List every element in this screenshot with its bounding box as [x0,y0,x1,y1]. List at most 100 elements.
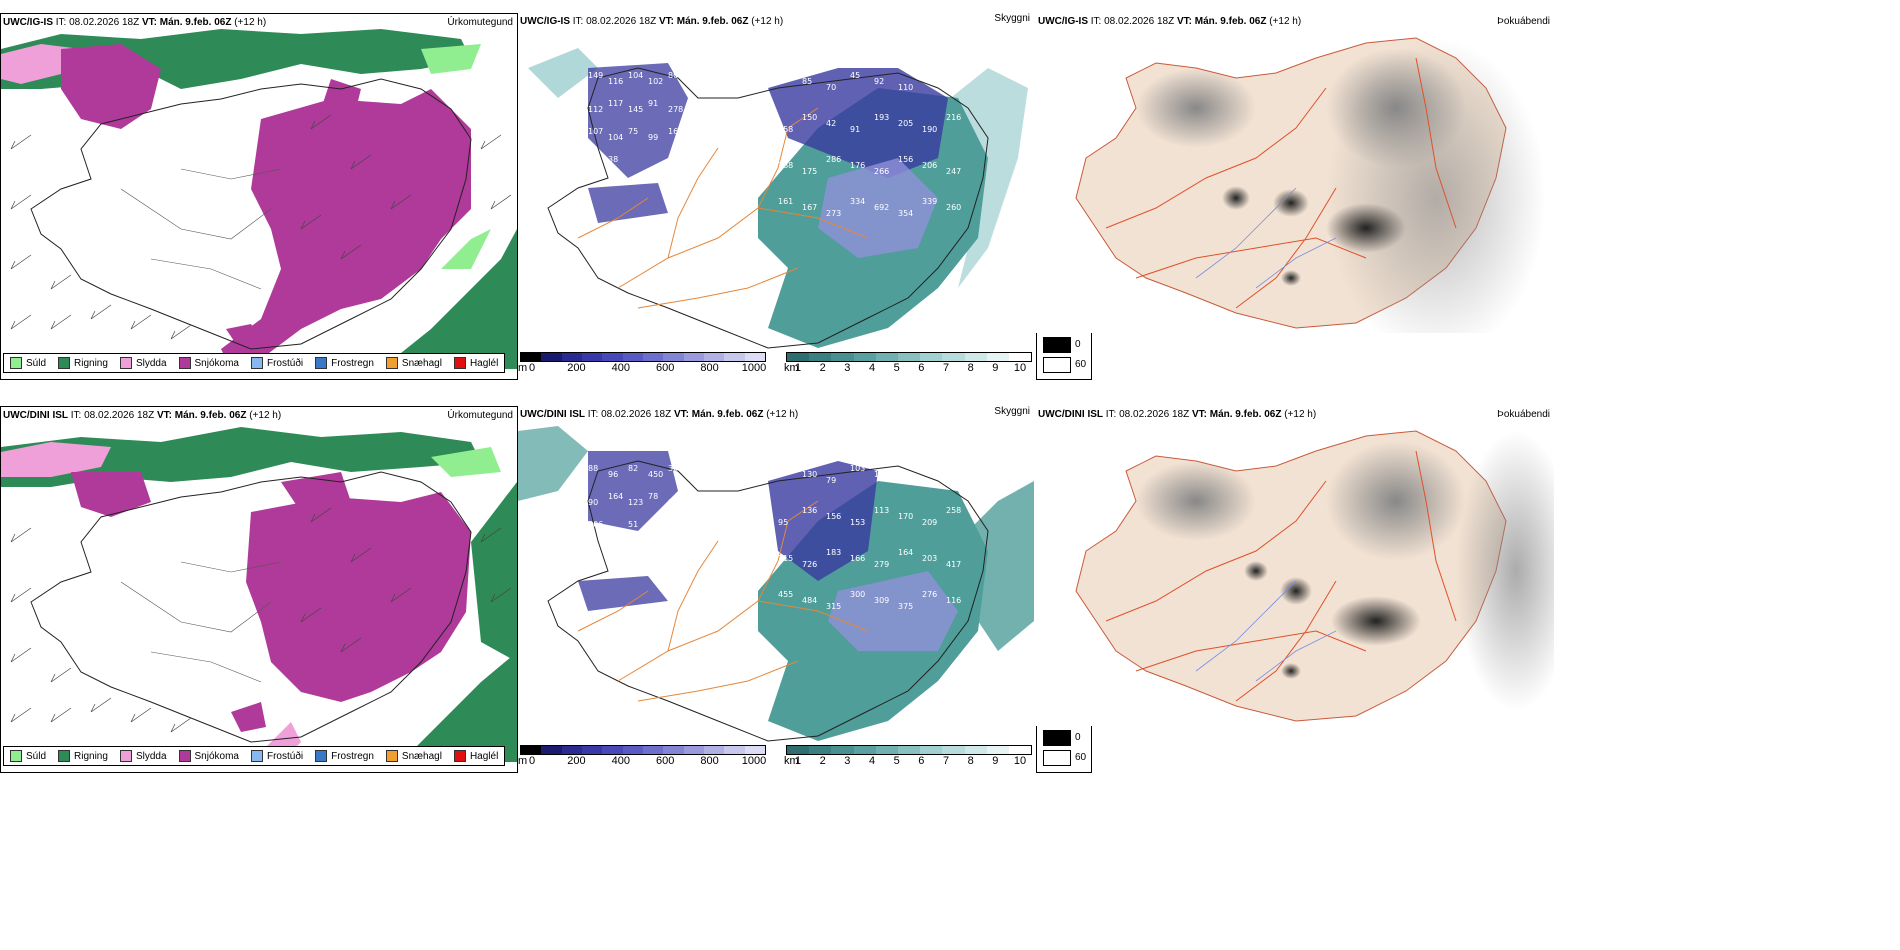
cloud-height-labels: 214 130 79 103 131 57 109 139 95 136 156 153 113 170 2… [588,464,961,611]
vis-ticks: 1 2 3 4 5 6 7 8 9 10 [786,362,1032,374]
valid-time: Mán. 9.feb. 06Z [159,17,232,28]
cloud-height-label: 131 [874,470,889,479]
legend-label: Rigning [74,750,108,762]
legend-label: Haglél [469,357,499,369]
panel-header: UWC/DINI ISL IT: 08.02.2026 18Z VT: Mán.… [1038,409,1316,420]
scale-cell [561,353,582,361]
panel-type-label: Úrkomutegund [447,17,513,28]
height-color-bar [520,745,766,755]
scale-tick-label: 2 [819,362,826,374]
cloud-height-label: 96 [608,470,618,479]
fog-legend-top: 0 60 [1036,332,1092,380]
cloud-height-label: 91 [850,125,860,134]
scale-tick-label: 7 [942,362,950,374]
cloud-height-label: 110 [898,83,913,92]
init-time: 08.02.2026 18Z [69,17,140,28]
scale-tick-label: 5 [893,755,900,767]
cloud-height-label: 450 [648,470,663,479]
lead-time: (+12 h) [1269,16,1302,27]
fog-map-bottom [1075,430,1554,722]
cloud-height-label: 190 [922,125,937,134]
cloud-height-label: 276 [922,590,937,599]
cloud-height-label: 91 [648,99,658,108]
scale-cell [581,353,603,361]
scale-cell [724,746,745,754]
init-time: 08.02.2026 18Z [1119,409,1190,420]
cloud-height-label: 158 [778,125,793,134]
cloud-height-label: 216 [946,113,961,122]
scale-tick-label: 6 [918,362,925,374]
height-unit: m [518,755,528,767]
cloud-height-label: 205 [898,119,913,128]
precip-map-bottom [1,422,517,762]
cloud-height-label: 38 [608,155,618,164]
cloud-height-label: 175 [802,167,817,176]
cloud-height-label: 102 [648,77,663,86]
scale-tick-label: 400 [611,362,630,374]
scale-tick-label: 9 [992,362,999,374]
cloud-height-label: 103 [850,464,865,473]
legend-label: Slydda [135,750,167,762]
cloud-height-label: 153 [850,518,865,527]
scale-tick-label: 3 [844,362,851,374]
cloud-height-label: 45 [850,71,860,80]
scale-cell [787,353,810,361]
scale-cell [521,746,542,754]
cloud-height-label: 215 [778,554,793,563]
legend-swatch [58,357,71,369]
cloud-height-label: 42 [648,526,658,535]
scale-tick-label: 0 [528,362,536,374]
panel-type-label: Þokuábendi [1497,16,1550,27]
vt-label: VT: [1191,409,1207,420]
scale-cell [942,746,965,754]
panel-type-label: Skyggni [994,406,1030,417]
fog-panel-top: UWC/IG-IS IT: 08.02.2026 18Z VT: Mán. 9.… [1036,13,1554,333]
scale-tick-label: 5 [893,362,900,374]
vis-unit: km [784,362,799,374]
cloud-height-label: 260 [946,203,961,212]
cloud-height-label: 170 [898,512,913,521]
legend-swatch [119,357,132,369]
legend-swatch [453,357,466,369]
valid-time: Mán. 9.feb. 06Z [691,409,764,420]
fog-swatch-white [1043,357,1071,373]
cloud-height-label: 455 [778,590,793,599]
cloud-height-label: 136 [802,506,817,515]
legend-item: Slydda [119,750,167,762]
legend-swatch [178,357,191,369]
scale-cell [561,746,582,754]
cloud-height-label: 315 [826,602,841,611]
cloud-height-label: 279 [874,560,889,569]
scale-tick-label: 8 [967,362,974,374]
scale-tick-label: 1 [794,362,802,374]
cloud-height-label: 334 [850,197,865,206]
precip-panel-bottom: UWC/DINI ISL IT: 08.02.2026 18Z VT: Mán.… [0,406,518,773]
cloud-height-labels: 126 85 70 45 92 110 87 124 158 150 42 91 193 205 190 21… [588,71,961,218]
cloud-height-label: 266 [874,167,889,176]
cloud-height-label: 309 [874,596,889,605]
cloud-height-label: 78 [648,492,658,501]
it-label: IT: [572,16,584,27]
scale-tick-label: 4 [868,755,876,767]
scale-cell [875,353,898,361]
cloud-height-label: 87 [922,71,932,80]
vt-label: VT: [156,410,172,421]
cloud-height-label: 306 [588,520,603,529]
cloud-height-label: 797 [608,548,623,557]
legend-swatch [453,750,466,762]
panel-header: UWC/DINI ISL IT: 08.02.2026 18Z VT: Mán.… [3,410,281,421]
scale-cell [602,746,623,754]
legend-label: Frostregn [331,750,374,762]
scale-cell [541,746,562,754]
height-scale-bottom: 0 200 400 600 800 1000 m [518,745,766,767]
fog-value-top: 0 [1075,339,1081,350]
cloud-height-label: 88 [588,464,598,473]
scale-cell [809,353,832,361]
init-time: 08.02.2026 18Z [601,409,672,420]
cloud-height-label: 417 [946,560,961,569]
cloud-height-label: 130 [802,470,817,479]
model-name: UWC/IG-IS [3,17,53,28]
panel-type-label: Skyggni [994,13,1030,24]
scale-tick-label: 1000 [741,362,767,374]
cloud-height-label: 139 [946,470,961,479]
